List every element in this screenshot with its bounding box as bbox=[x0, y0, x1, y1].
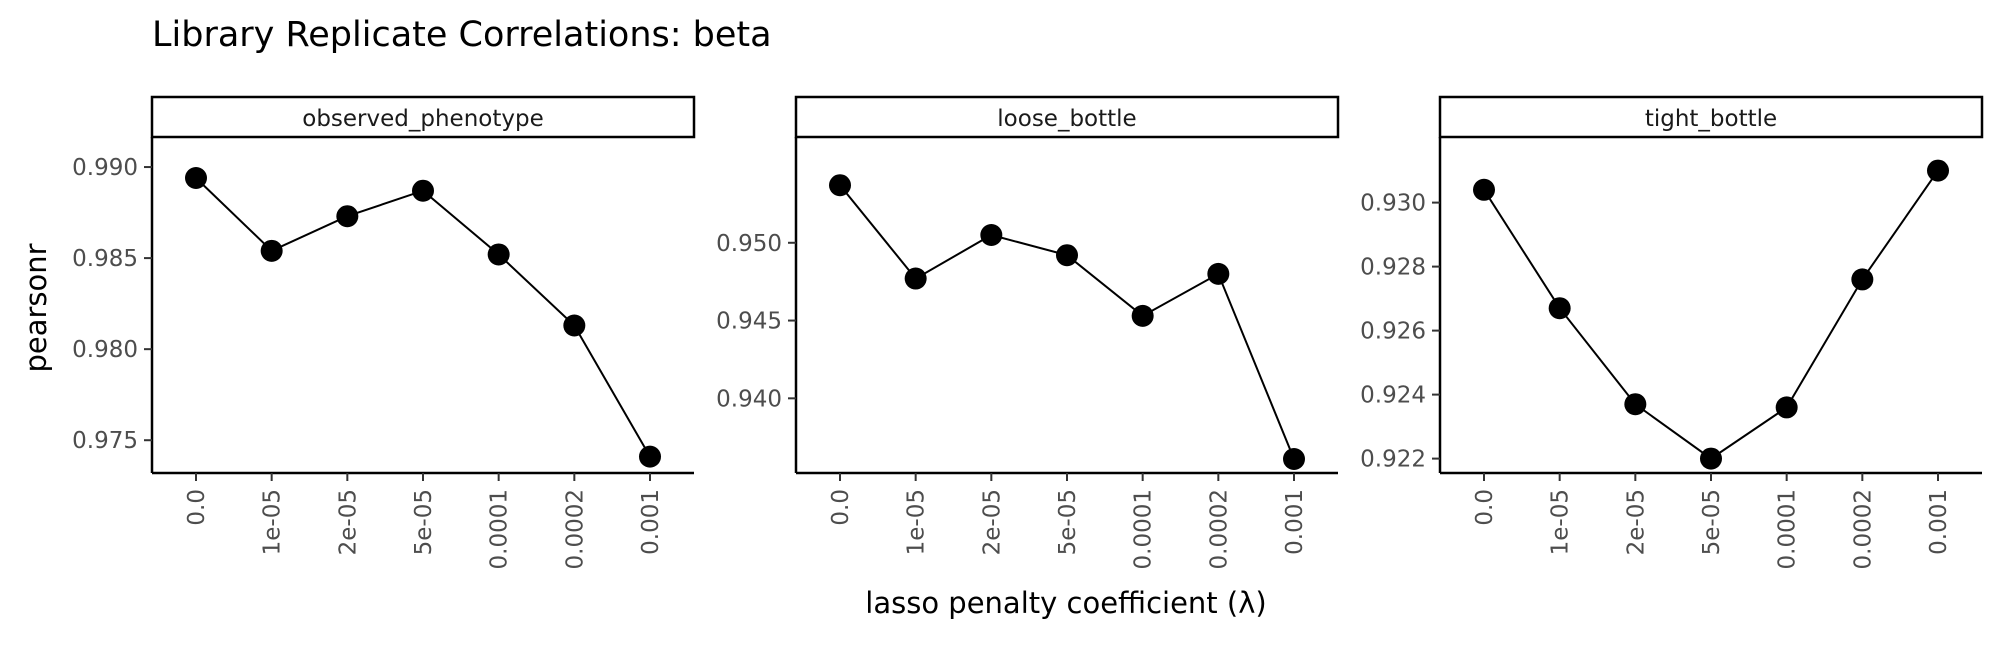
x-tick-label: 2e-05 bbox=[979, 489, 1005, 555]
data-point bbox=[487, 243, 510, 266]
data-point bbox=[639, 445, 661, 468]
data-point bbox=[1207, 262, 1230, 285]
x-tick-label: 0.001 bbox=[1282, 489, 1308, 555]
data-point bbox=[1283, 448, 1305, 470]
x-tick-label: 1e-05 bbox=[904, 489, 930, 555]
x-tick-label: 0.0001 bbox=[1131, 489, 1157, 569]
x-tick-label: 0.0002 bbox=[1206, 489, 1232, 569]
x-tick-label: 1e-05 bbox=[1548, 489, 1574, 555]
facet-strip bbox=[1438, 95, 1984, 139]
data-point bbox=[1700, 447, 1722, 470]
facet-strip bbox=[794, 95, 1340, 139]
facet-panel-tight_bottle: tight_bottle 0.922 0.924 0.926 0.928 0.930 0.0… bbox=[1360, 95, 1984, 569]
x-tick-label: 2e-05 bbox=[1623, 489, 1649, 555]
data-point bbox=[1056, 244, 1078, 267]
series-line bbox=[195, 177, 651, 458]
facet-strip bbox=[150, 95, 696, 139]
y-tick-label: 0.975 bbox=[72, 428, 138, 454]
data-point bbox=[1927, 159, 1949, 182]
y-axis-label: pearsonr bbox=[19, 243, 53, 372]
facet-strip-label: tight_bottle bbox=[1645, 106, 1777, 132]
x-tick-label: 0.0002 bbox=[1850, 489, 1876, 569]
x-tick-label: 5e-05 bbox=[1055, 489, 1081, 555]
x-axis-label: lasso penalty coefficient (λ) bbox=[865, 586, 1266, 620]
y-tick-label: 0.940 bbox=[716, 386, 782, 412]
data-point bbox=[1624, 393, 1647, 416]
y-tick-label: 0.990 bbox=[72, 155, 138, 181]
data-point bbox=[563, 314, 586, 337]
data-point bbox=[260, 239, 283, 262]
data-point bbox=[1473, 178, 1495, 201]
data-point bbox=[904, 267, 927, 290]
y-tick-label: 0.950 bbox=[716, 231, 782, 257]
data-point bbox=[829, 174, 851, 197]
chart-title: Library Replicate Correlations: beta bbox=[152, 15, 772, 55]
facet-panel-loose_bottle: loose_bottle 0.940 0.945 0.950 0.0 1e-05 2e-05… bbox=[716, 95, 1340, 569]
y-tick-label: 0.926 bbox=[1360, 319, 1426, 345]
y-tick-label: 0.985 bbox=[72, 246, 138, 272]
facet-panels: observed_phenotype 0.975 0.980 0.985 0.990 0.… bbox=[72, 95, 1984, 569]
data-point bbox=[1548, 297, 1571, 320]
facet-strip-label: loose_bottle bbox=[997, 106, 1136, 132]
x-tick-label: 2e-05 bbox=[335, 489, 361, 555]
y-tick-label: 0.945 bbox=[716, 309, 782, 335]
x-tick-label: 5e-05 bbox=[1699, 489, 1725, 555]
y-tick-label: 0.928 bbox=[1360, 255, 1426, 281]
y-tick-label: 0.930 bbox=[1360, 191, 1426, 217]
x-tick-label: 0.001 bbox=[638, 489, 664, 555]
data-point bbox=[1775, 396, 1798, 419]
x-tick-label: 0.0002 bbox=[562, 489, 588, 569]
data-point bbox=[1131, 304, 1154, 327]
x-tick-label: 5e-05 bbox=[411, 489, 437, 555]
x-tick-label: 0.0 bbox=[184, 489, 210, 526]
y-tick-label: 0.924 bbox=[1360, 383, 1426, 409]
facet-strip-label: observed_phenotype bbox=[302, 106, 543, 132]
y-tick-label: 0.980 bbox=[72, 337, 138, 363]
x-tick-label: 0.001 bbox=[1926, 489, 1952, 555]
x-tick-label: 0.0 bbox=[828, 489, 854, 526]
x-tick-label: 0.0 bbox=[1472, 489, 1498, 526]
x-tick-label: 1e-05 bbox=[260, 489, 286, 555]
data-point bbox=[1851, 268, 1874, 291]
data-point bbox=[980, 224, 1003, 246]
series-line bbox=[839, 184, 1295, 460]
data-point bbox=[336, 205, 359, 228]
y-tick-label: 0.922 bbox=[1360, 447, 1426, 473]
facet-panel-observed_phenotype: observed_phenotype 0.975 0.980 0.985 0.990 0.… bbox=[72, 95, 696, 569]
data-point bbox=[412, 179, 434, 202]
x-tick-label: 0.0001 bbox=[1775, 489, 1801, 569]
x-tick-label: 0.0001 bbox=[487, 489, 513, 569]
data-point bbox=[185, 166, 207, 189]
